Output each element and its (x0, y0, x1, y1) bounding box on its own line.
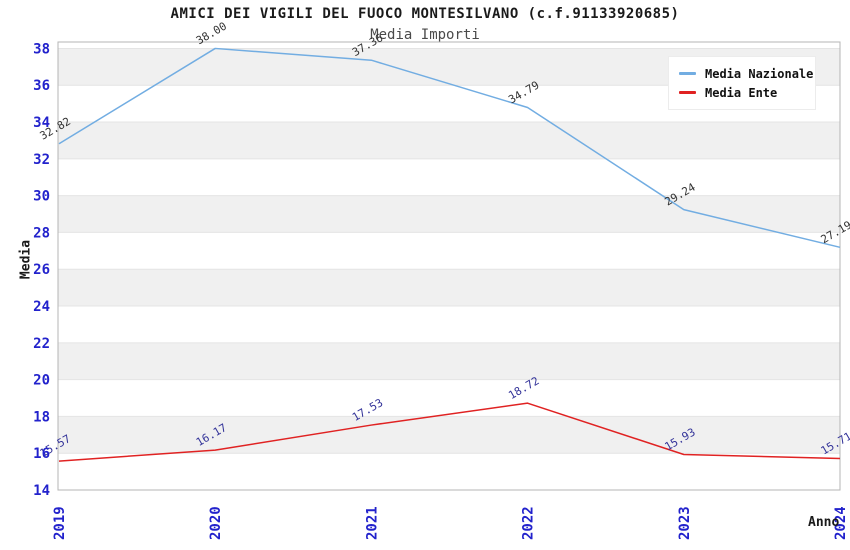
legend-label: Media Nazionale (705, 66, 814, 81)
media-nazionale-line-swatch (679, 72, 696, 75)
svg-text:38: 38 (33, 41, 50, 57)
chart-title: AMICI DEI VIGILI DEL FUOCO MONTESILVANO … (170, 6, 680, 22)
svg-text:16: 16 (33, 446, 50, 462)
svg-text:22: 22 (33, 336, 50, 352)
svg-text:2020: 2020 (208, 506, 224, 540)
legend: Media Nazionale Media Ente (668, 56, 816, 110)
svg-text:18: 18 (33, 409, 50, 425)
svg-text:2021: 2021 (364, 506, 380, 540)
svg-text:34: 34 (33, 115, 50, 131)
svg-text:2024: 2024 (833, 506, 849, 540)
svg-text:32: 32 (33, 152, 50, 168)
legend-label: Media Ente (705, 85, 778, 100)
y-axis-label: Media (18, 239, 34, 280)
svg-text:14: 14 (33, 483, 50, 499)
svg-text:2019: 2019 (52, 506, 68, 540)
svg-text:26: 26 (33, 262, 50, 278)
svg-text:20: 20 (33, 373, 50, 389)
chart-subtitle: Media Importi (370, 27, 480, 43)
x-axis-label: Anno (808, 515, 840, 530)
svg-text:38.00: 38.00 (194, 19, 229, 47)
media-ente-line-swatch (679, 91, 696, 94)
svg-text:2023: 2023 (677, 506, 693, 540)
svg-text:28: 28 (33, 225, 50, 241)
svg-text:36: 36 (33, 78, 50, 94)
svg-text:30: 30 (33, 189, 50, 205)
legend-item-media-ente: Media Ente (679, 83, 805, 102)
svg-text:2022: 2022 (521, 506, 537, 540)
svg-text:24: 24 (33, 299, 50, 315)
legend-item-media-nazionale: Media Nazionale (679, 64, 813, 83)
